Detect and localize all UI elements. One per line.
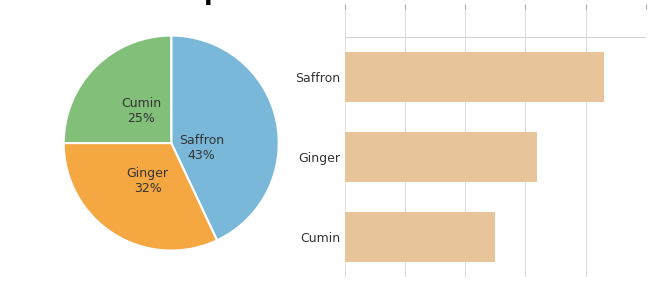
Text: Ginger
32%: Ginger 32% bbox=[127, 167, 169, 195]
Bar bbox=[345, 52, 604, 102]
Wedge shape bbox=[64, 143, 217, 251]
Wedge shape bbox=[64, 36, 171, 143]
Text: Cumin
25%: Cumin 25% bbox=[121, 97, 161, 125]
Bar bbox=[345, 132, 538, 182]
Text: Saffron
43%: Saffron 43% bbox=[179, 134, 224, 162]
Bar bbox=[345, 212, 496, 262]
Wedge shape bbox=[171, 36, 279, 240]
Title: Sales of Spices: Sales of Spices bbox=[65, 0, 277, 5]
